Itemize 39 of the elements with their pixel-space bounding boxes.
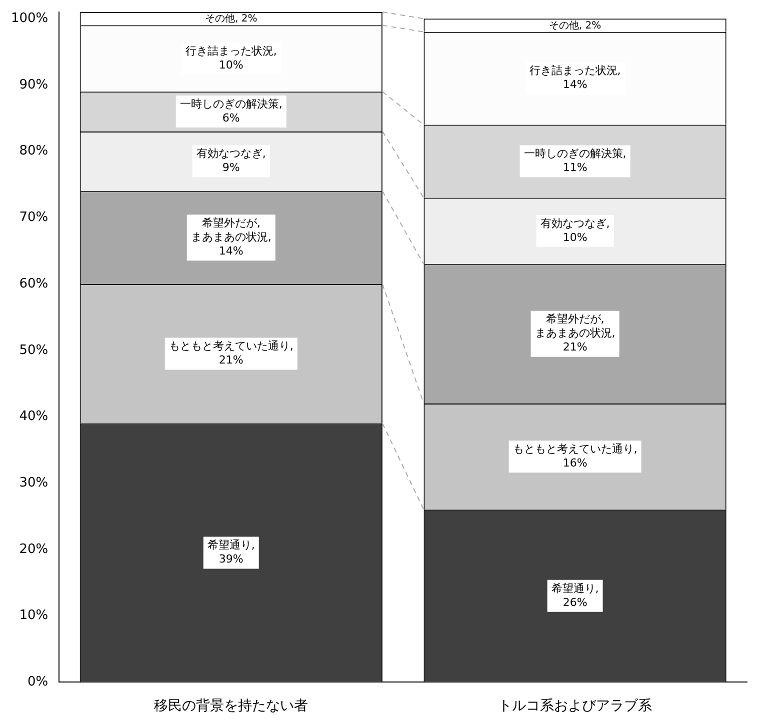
data-label: 21% [562,340,588,354]
y-tick-label: 10% [19,608,48,624]
text: 希望通り, [207,538,255,552]
series-label: 希望通り, [551,582,599,595]
data-label: 39% [218,552,244,566]
text: 有効なつなぎ, [540,216,610,230]
data-label: 11% [562,161,588,174]
y-tick-label: 90% [19,77,48,92]
x-tick-label: 移民の背景を持たない者 [154,698,308,714]
data-label: 14% [562,78,588,92]
data-label: 21% [218,354,244,367]
text: 一時しのぎの解決策, [524,147,626,160]
data-label: 14% [218,244,244,258]
data-label: 16% [562,456,588,470]
series-label: もともと考えていた通り, [512,442,638,456]
data-label: 10% [562,230,588,244]
y-tick-label: 20% [19,542,48,557]
y-tick-label: 40% [19,409,48,424]
text: 希望外だが, まあまあの状況, [534,312,616,340]
data-label: 10% [218,58,244,72]
x-tick-label: トルコ系およびアラブ系 [498,698,652,714]
series-label: 希望外だが, まあまあの状況, [190,216,272,244]
data-label: 9% [222,161,240,174]
y-tick-label: 100% [10,11,48,26]
y-tick-label: 70% [19,210,48,226]
text: その他, 2% [548,20,602,32]
series-label: 有効なつなぎ, [196,147,266,160]
data-label: 6% [222,111,240,124]
series-label: 行き詰まった状況, [185,44,277,58]
text: その他, 2% [205,14,258,25]
text: 行き詰まった状況, [529,64,621,78]
y-tick-label: 60% [19,276,48,292]
y-tick-label: 30% [19,476,48,491]
y-tick-label: 80% [19,144,48,159]
text: もともと考えていた通り, [168,340,294,353]
y-tick-label: 50% [19,342,48,358]
data-label: 26% [562,596,588,609]
series-label: 一時しのぎの解決策, [180,97,282,110]
y-tick-label: 0% [28,674,48,690]
